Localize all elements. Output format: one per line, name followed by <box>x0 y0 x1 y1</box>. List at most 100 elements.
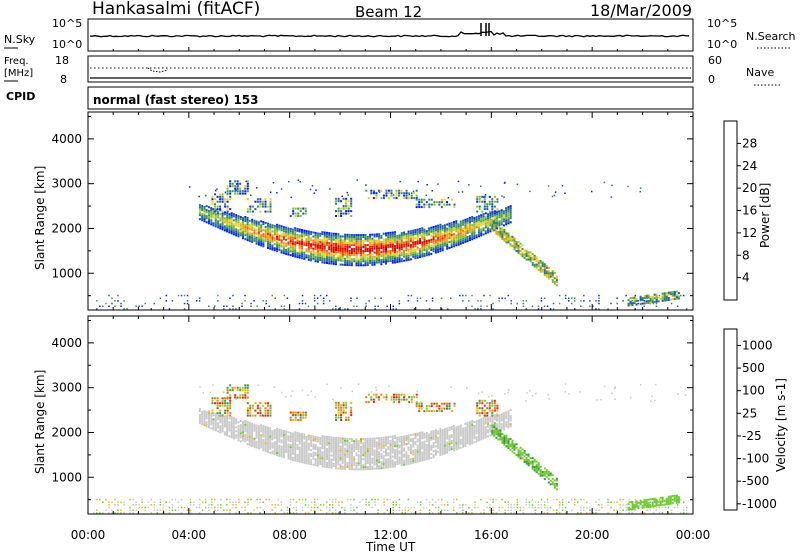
heatmap-cell <box>453 429 455 432</box>
heatmap-cell <box>330 238 333 241</box>
heatmap-cell <box>291 252 294 255</box>
heatmap-cell <box>360 458 362 461</box>
heatmap-cell <box>201 207 204 210</box>
heatmap-cell <box>483 198 486 201</box>
heatmap-cell <box>409 248 412 251</box>
heatmap-cell <box>378 257 381 260</box>
heatmap-cell <box>362 498 364 501</box>
heatmap-cell <box>405 398 408 401</box>
heatmap-cell <box>487 225 489 228</box>
heatmap-cell <box>419 242 421 244</box>
heatmap-cell <box>132 504 134 506</box>
heatmap-cell <box>378 255 381 258</box>
heatmap-cell <box>439 229 442 232</box>
heatmap-cell <box>543 263 546 266</box>
heatmap-cell <box>377 189 380 192</box>
heatmap-cell <box>405 451 408 454</box>
heatmap-cell <box>649 299 652 302</box>
heatmap-cell <box>480 216 483 219</box>
heatmap-cell <box>339 259 342 262</box>
heatmap-cell <box>387 254 390 257</box>
heatmap-cell <box>441 435 444 438</box>
heatmap-cell <box>554 191 557 193</box>
heatmap-cell <box>430 434 433 437</box>
heatmap-cell <box>260 446 263 449</box>
heatmap-cell <box>531 464 534 467</box>
heatmap-cell <box>468 420 471 423</box>
heatmap-cell <box>344 261 347 264</box>
heatmap-cell <box>345 212 348 215</box>
heatmap-cell <box>337 233 340 236</box>
heatmap-cell <box>369 449 372 452</box>
heatmap-cell <box>480 305 482 307</box>
heatmap-cell <box>360 244 362 247</box>
heatmap-cell <box>459 242 462 245</box>
heatmap-cell <box>448 438 451 441</box>
heatmap-cell <box>400 192 403 195</box>
heatmap-cell <box>244 190 247 193</box>
heatmap-cell <box>476 407 479 410</box>
heatmap-cell <box>373 235 376 238</box>
heatmap-cell <box>517 248 520 251</box>
heatmap-cell <box>415 393 418 396</box>
heatmap-cell <box>219 208 222 211</box>
heatmap-cell <box>256 498 258 501</box>
heatmap-cell <box>448 224 451 227</box>
heatmap-cell <box>219 412 222 415</box>
heatmap-cell <box>428 203 431 206</box>
heatmap-cell <box>498 418 501 421</box>
heatmap-cell <box>476 195 479 198</box>
heatmap-cell <box>364 250 367 253</box>
heatmap-cell <box>473 427 476 430</box>
heatmap-cell <box>282 436 285 439</box>
heatmap-cell <box>409 240 412 243</box>
heatmap-cell <box>380 234 383 237</box>
heatmap-cell <box>441 447 444 450</box>
heatmap-cell <box>226 305 228 307</box>
heatmap-cell <box>294 253 297 256</box>
heatmap-cell <box>371 449 374 452</box>
heatmap-cell <box>482 229 485 232</box>
heatmap-cell <box>330 250 333 253</box>
heatmap-cell <box>214 203 216 206</box>
heatmap-cell <box>264 226 267 228</box>
heatmap-cell <box>307 512 310 514</box>
heatmap-cell <box>505 207 508 210</box>
heatmap-cell <box>443 448 446 451</box>
heatmap-cell <box>663 292 666 295</box>
heatmap-cell <box>462 439 465 442</box>
heatmap-cell <box>264 203 267 206</box>
heatmap-cell <box>541 263 544 266</box>
frequency-panel-frame <box>87 55 694 83</box>
heatmap-cell <box>341 443 344 446</box>
heatmap-cell <box>516 302 518 305</box>
heatmap-cell <box>362 448 365 451</box>
heatmap-cell <box>425 440 428 443</box>
heatmap-cell <box>244 430 247 433</box>
heatmap-cell <box>353 446 356 449</box>
heatmap-cell <box>482 221 485 224</box>
heatmap-cell <box>382 254 385 257</box>
heatmap-cell <box>503 232 506 235</box>
heatmap-cell <box>421 229 424 232</box>
heatmap-cell <box>335 453 337 455</box>
heatmap-cell <box>294 247 297 250</box>
heatmap-cell <box>267 226 269 229</box>
heatmap-cell <box>543 270 546 273</box>
heatmap-cell <box>549 308 552 310</box>
heatmap-cell <box>203 214 206 217</box>
heatmap-cell <box>208 424 210 427</box>
heatmap-cell <box>382 462 385 465</box>
heatmap-cell <box>453 225 455 228</box>
heatmap-cell <box>468 439 471 442</box>
heatmap-cell <box>496 413 499 416</box>
heatmap-cell <box>400 240 403 242</box>
heatmap-cell <box>375 455 378 458</box>
heatmap-cell <box>360 462 362 465</box>
heatmap-cell <box>364 258 367 261</box>
heatmap-cell <box>491 229 494 232</box>
heatmap-cell <box>547 481 550 484</box>
heatmap-cell <box>255 440 258 443</box>
heatmap-cell <box>285 250 288 253</box>
heatmap-cell <box>661 298 664 300</box>
